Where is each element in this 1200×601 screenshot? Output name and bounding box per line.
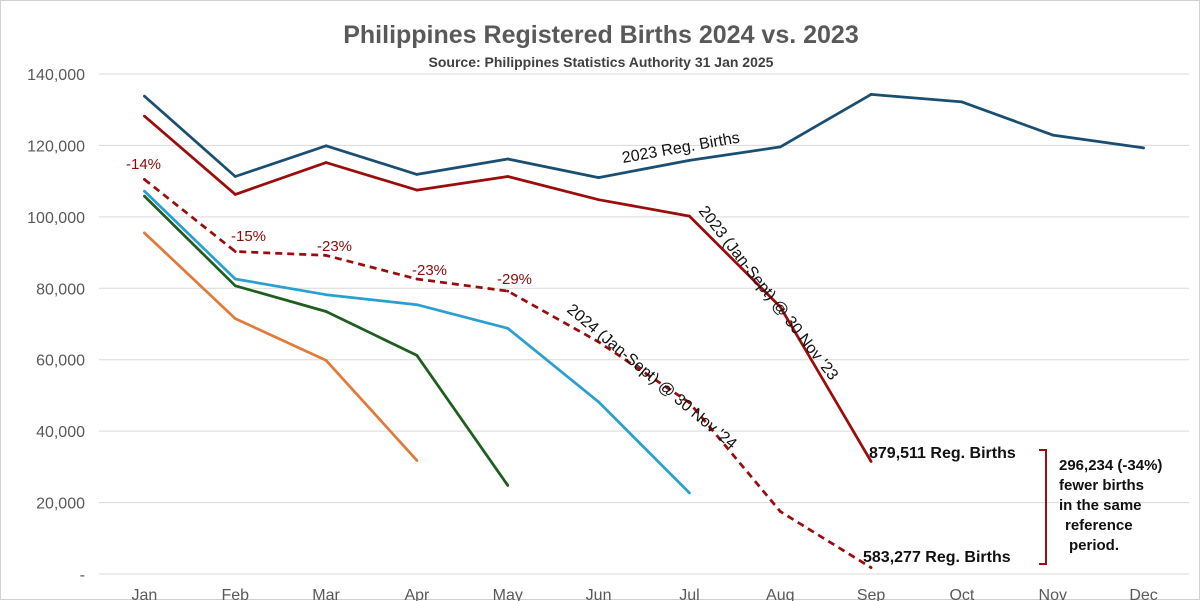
data-point [324, 161, 328, 164]
data-point [143, 114, 146, 118]
data-point [415, 303, 419, 307]
series-line [143, 93, 1144, 179]
x-tick-label: May [493, 587, 523, 601]
x-tick-label: Jun [586, 587, 612, 601]
data-point [233, 192, 237, 196]
x-tick-label: Oct [949, 587, 974, 601]
data-point [415, 354, 419, 357]
axes: - 20,000 40,000 60,000 80,000 100,000 120,000 1… [27, 67, 1158, 601]
data-point [869, 566, 873, 569]
x-tick-label: Jan [132, 587, 158, 601]
series-label: 2023 (Jan-Sept) @ 30 Nov '23 [695, 203, 841, 384]
total-label: 879,511 Reg. Births [869, 445, 1016, 462]
y-tick-label: - [80, 567, 85, 584]
series-lines [143, 92, 1145, 569]
data-point [597, 400, 600, 404]
data-point [1051, 133, 1055, 137]
y-tick-label: 60,000 [36, 353, 85, 370]
difference-callout-line: fewer births [1059, 477, 1144, 494]
percent-change-label: -29% [497, 271, 532, 288]
data-point [324, 293, 328, 297]
data-point [415, 277, 419, 281]
data-point [597, 340, 600, 344]
y-tick-label: 20,000 [36, 496, 85, 513]
x-tick-label: Nov [1039, 587, 1067, 601]
series-line [143, 178, 872, 569]
difference-callout-line: 296,234 (-34%) [1059, 457, 1162, 474]
y-tick-label: 140,000 [27, 67, 85, 84]
data-point [324, 359, 328, 362]
data-point [778, 305, 782, 309]
series-line [143, 231, 418, 462]
y-tick-label: 40,000 [36, 424, 85, 441]
series-label: 2024 (Jan-Sept) @ 30 Nov '24 [563, 301, 739, 453]
data-point [506, 484, 510, 487]
data-point [778, 510, 782, 513]
data-point [597, 176, 600, 179]
data-point [506, 175, 510, 178]
data-point [415, 459, 419, 462]
data-point [778, 145, 782, 149]
percent-change-label: -23% [412, 262, 447, 279]
x-tick-label: Mar [312, 587, 340, 601]
data-point [506, 289, 510, 293]
data-point [324, 144, 328, 148]
x-tick-label: Jul [679, 587, 699, 601]
x-tick-label: Aug [766, 587, 794, 601]
data-point [688, 214, 691, 218]
data-point [506, 326, 510, 330]
data-point [143, 177, 146, 181]
data-point [688, 491, 691, 495]
x-tick-label: Dec [1129, 587, 1157, 601]
data-point [143, 194, 146, 198]
gridlines [99, 73, 1189, 575]
data-point [1142, 146, 1145, 150]
difference-callout-line: reference [1065, 517, 1133, 534]
data-point [143, 231, 146, 235]
y-tick-label: 100,000 [27, 210, 85, 227]
difference-callout-line: period. [1069, 537, 1119, 554]
data-point [869, 92, 873, 96]
data-point [233, 250, 237, 253]
percent-change-label: -14% [126, 156, 161, 173]
data-point [233, 277, 237, 281]
data-point [324, 310, 328, 313]
chart-title: Philippines Registered Births 2024 vs. 2… [343, 21, 859, 49]
data-point [143, 94, 146, 98]
data-point [415, 188, 419, 192]
data-point [960, 100, 964, 104]
difference-callout-line: in the same [1059, 497, 1142, 514]
data-point [233, 284, 237, 288]
y-tick-label: 120,000 [27, 138, 85, 155]
data-point [233, 175, 237, 178]
data-point [688, 401, 691, 404]
x-tick-label: Sep [857, 587, 886, 601]
data-point [233, 317, 237, 321]
difference-bracket [1039, 449, 1047, 565]
chart-subtitle: Source: Philippines Statistics Authority… [429, 54, 774, 70]
y-tick-label: 80,000 [36, 281, 85, 298]
data-point [143, 189, 146, 193]
data-point [597, 198, 600, 202]
data-point [688, 159, 691, 162]
data-point [869, 460, 873, 463]
x-tick-label: Feb [221, 587, 249, 601]
total-label: 583,277 Reg. Births [863, 549, 1011, 566]
percent-change-label: -23% [317, 238, 352, 255]
data-point [506, 157, 510, 161]
x-tick-label: Apr [404, 587, 430, 601]
data-point [324, 254, 328, 257]
percent-change-label: -15% [231, 228, 266, 245]
data-point [415, 172, 419, 176]
